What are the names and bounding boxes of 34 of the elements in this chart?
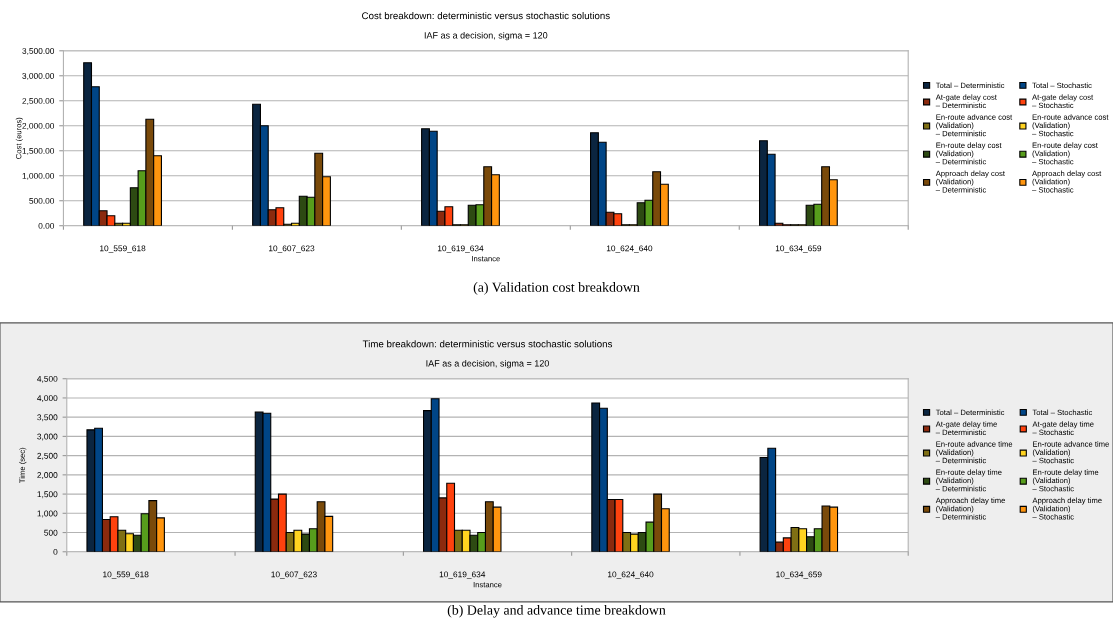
- x-tick-label: 10_619_634: [439, 571, 486, 579]
- x-tick-label: 10_607_623: [271, 571, 317, 579]
- chart-title: Cost breakdown: deterministic versus stochastic solutions: [362, 11, 610, 20]
- y-tick-label: 4,000: [37, 395, 58, 403]
- y-tick-label: 4,500: [37, 375, 58, 383]
- y-tick-label: 1,500.00: [22, 147, 55, 155]
- x-tick-label: 10_607_623: [268, 245, 315, 253]
- text: (a) Validation cost breakdown: [473, 282, 640, 295]
- x-tick-label: 10_559_618: [100, 245, 146, 253]
- text: (b) Delay and advance time breakdown: [447, 604, 666, 618]
- y-tick-label: 3,500.00: [22, 47, 55, 55]
- y-tick-label: 1,000.00: [22, 172, 55, 180]
- x-tick-label: 10_634_659: [776, 571, 822, 579]
- y-tick-label: 3,000: [37, 433, 58, 441]
- chart-subtitle: IAF as a decision, sigma = 120: [424, 31, 548, 41]
- x-tick-label: 10_634_659: [775, 245, 822, 253]
- y-tick-label: 500: [44, 529, 58, 536]
- y-tick-label: 0: [53, 548, 58, 555]
- y-tick-label: 2,000.00: [22, 122, 55, 130]
- y-tick-label: 500.00: [29, 197, 55, 204]
- x-tick-label: 10_624_640: [608, 571, 654, 579]
- y-tick-label: 3,000.00: [22, 72, 55, 80]
- x-tick-label: 10_559_618: [103, 571, 149, 579]
- y-tick-label: 2,500: [37, 452, 58, 460]
- chart-subtitle: IAF as a decision, sigma = 120: [426, 359, 549, 369]
- y-tick-label: 2,500.00: [22, 97, 55, 105]
- chart-title: Time breakdown: deterministic versus stochastic solutions: [362, 340, 613, 348]
- x-tick-label: 10_624_640: [606, 245, 653, 253]
- y-tick-label: 1,000: [37, 510, 58, 518]
- y-tick-label: 0.00: [38, 222, 55, 229]
- x-tick-label: 10_619_634: [437, 245, 484, 253]
- y-tick-label: 1,500: [37, 491, 58, 499]
- y-tick-label: 3,500: [37, 414, 58, 422]
- y-tick-label: 2,000: [37, 472, 58, 479]
